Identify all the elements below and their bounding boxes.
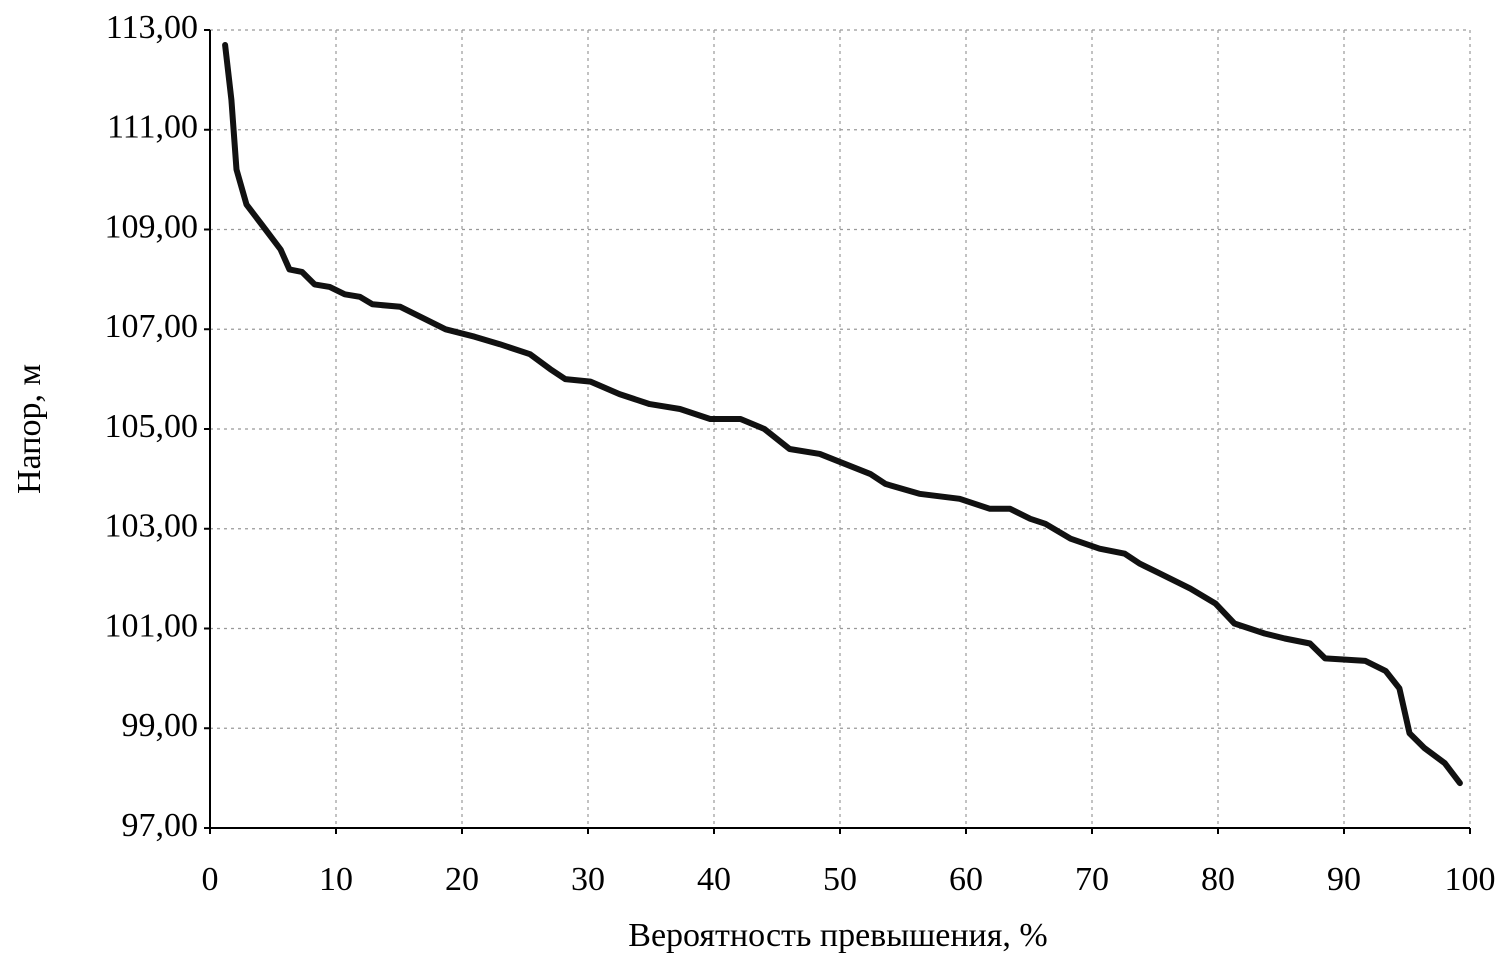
y-tick-label: 109,00 [105,208,199,245]
y-tick-label: 101,00 [105,607,199,644]
x-tick-label: 90 [1327,861,1361,898]
y-tick-label: 113,00 [106,9,198,46]
y-tick-label: 103,00 [105,508,199,545]
y-tick-label: 97,00 [122,807,199,844]
y-tick-label: 107,00 [105,308,199,345]
x-tick-label: 60 [949,861,983,898]
x-tick-label: 10 [319,861,353,898]
x-tick-label: 0 [202,861,219,898]
x-tick-label: 30 [571,861,605,898]
x-tick-label: 20 [445,861,479,898]
y-tick-label: 111,00 [107,109,198,146]
x-tick-label: 80 [1201,861,1235,898]
x-tick-label: 70 [1075,861,1109,898]
y-axis-label: Напор, м [11,364,48,494]
x-tick-label: 50 [823,861,857,898]
y-tick-label: 105,00 [105,408,199,445]
x-tick-label: 100 [1445,861,1496,898]
x-tick-label: 40 [697,861,731,898]
data-line [222,42,1463,787]
x-axis-label: Вероятность превышения, % [628,917,1047,954]
y-tick-label: 99,00 [122,707,199,744]
